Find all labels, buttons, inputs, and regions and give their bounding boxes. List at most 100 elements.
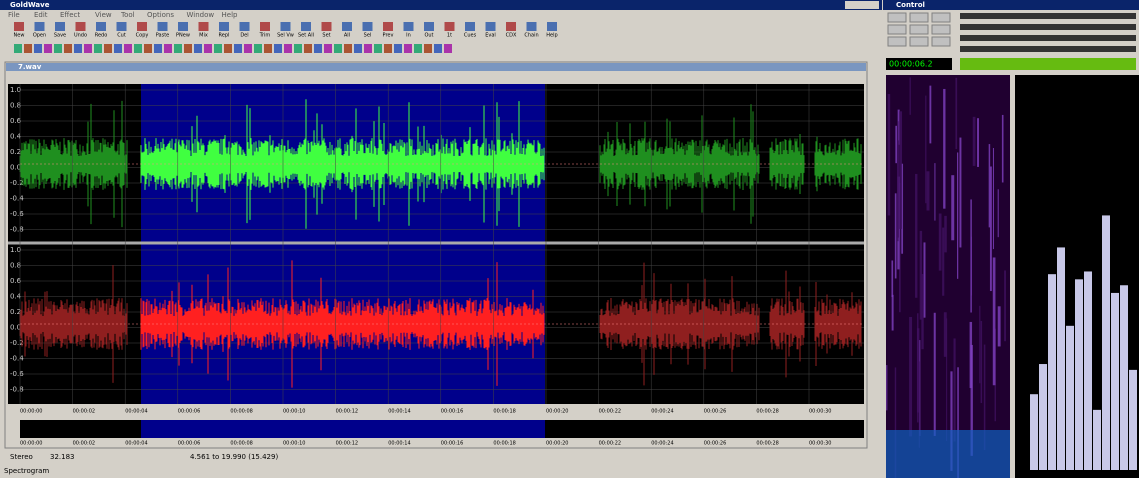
toolbar-icon[interactable] — [14, 22, 24, 31]
effect-icon[interactable] — [334, 44, 342, 53]
toolbar-label[interactable]: Help — [546, 33, 557, 39]
toolbar-label[interactable]: New — [14, 33, 25, 39]
toolbar-label[interactable]: Prev — [383, 33, 394, 39]
toolbar-label[interactable]: Eval — [485, 33, 496, 39]
toolbar-icon[interactable] — [363, 22, 373, 31]
effect-icon[interactable] — [124, 44, 132, 53]
toolbar-icon[interactable] — [424, 22, 434, 31]
toolbar-icon[interactable] — [137, 22, 147, 31]
toolbar-icon[interactable] — [96, 22, 106, 31]
toolbar-icon[interactable] — [404, 22, 414, 31]
slider[interactable] — [960, 46, 1136, 52]
toolbar-label[interactable]: Open — [33, 33, 46, 39]
toolbar-label[interactable]: Mix — [199, 33, 208, 39]
transport-button[interactable] — [910, 37, 928, 46]
toolbar-label[interactable]: Chain — [524, 33, 538, 39]
slider[interactable] — [960, 35, 1136, 41]
transport-button[interactable] — [932, 25, 950, 34]
toolbar-label[interactable]: Save — [54, 33, 66, 39]
effect-icon[interactable] — [324, 44, 332, 53]
effect-icon[interactable] — [394, 44, 402, 53]
toolbar-icon[interactable] — [55, 22, 65, 31]
effect-icon[interactable] — [14, 44, 22, 53]
toolbar-icon[interactable] — [178, 22, 188, 31]
toolbar-label[interactable]: Undo — [74, 33, 87, 39]
effect-icon[interactable] — [274, 44, 282, 53]
transport-button[interactable] — [888, 37, 906, 46]
effect-icon[interactable] — [154, 44, 162, 53]
transport-button[interactable] — [932, 37, 950, 46]
menu-item[interactable]: Help — [222, 11, 239, 19]
effect-icon[interactable] — [434, 44, 442, 53]
transport-button[interactable] — [932, 13, 950, 22]
toolbar-icon[interactable] — [322, 22, 332, 31]
toolbar-icon[interactable] — [219, 22, 229, 31]
effect-icon[interactable] — [24, 44, 32, 53]
toolbar-label[interactable]: Copy — [136, 33, 149, 39]
effect-icon[interactable] — [284, 44, 292, 53]
effect-icon[interactable] — [94, 44, 102, 53]
effect-icon[interactable] — [194, 44, 202, 53]
effect-icon[interactable] — [344, 44, 352, 53]
effect-icon[interactable] — [414, 44, 422, 53]
toolbar-icon[interactable] — [240, 22, 250, 31]
effect-icon[interactable] — [314, 44, 322, 53]
window-buttons[interactable] — [845, 1, 879, 9]
menu-item[interactable]: Tool — [120, 11, 135, 19]
effect-icon[interactable] — [384, 44, 392, 53]
effect-icon[interactable] — [104, 44, 112, 53]
slider[interactable] — [960, 24, 1136, 30]
effect-icon[interactable] — [294, 44, 302, 53]
toolbar-icon[interactable] — [547, 22, 557, 31]
transport-button[interactable] — [910, 25, 928, 34]
slider[interactable] — [960, 13, 1136, 19]
effect-icon[interactable] — [404, 44, 412, 53]
toolbar-icon[interactable] — [281, 22, 291, 31]
toolbar-label[interactable]: CDX — [506, 33, 517, 39]
toolbar-label[interactable]: Set — [322, 33, 330, 39]
menu-item[interactable]: Window — [187, 11, 215, 19]
effect-icon[interactable] — [354, 44, 362, 53]
toolbar-icon[interactable] — [506, 22, 516, 31]
toolbar-label[interactable]: In — [406, 33, 411, 39]
effect-icon[interactable] — [34, 44, 42, 53]
toolbar-icon[interactable] — [486, 22, 496, 31]
effect-icon[interactable] — [174, 44, 182, 53]
toolbar-label[interactable]: 1t — [447, 33, 452, 39]
effect-icon[interactable] — [184, 44, 192, 53]
menu-item[interactable]: View — [95, 11, 112, 19]
toolbar-label[interactable]: Set All — [298, 33, 314, 39]
effect-icon[interactable] — [424, 44, 432, 53]
effect-icon[interactable] — [74, 44, 82, 53]
effect-icon[interactable] — [234, 44, 242, 53]
toolbar-icon[interactable] — [76, 22, 86, 31]
effect-icon[interactable] — [204, 44, 212, 53]
toolbar-icon[interactable] — [199, 22, 209, 31]
effect-icon[interactable] — [264, 44, 272, 53]
toolbar-label[interactable]: Sel — [364, 33, 372, 39]
toolbar-icon[interactable] — [445, 22, 455, 31]
toolbar-icon[interactable] — [383, 22, 393, 31]
transport-button[interactable] — [888, 25, 906, 34]
toolbar-label[interactable]: Trim — [259, 33, 271, 39]
toolbar-icon[interactable] — [465, 22, 475, 31]
toolbar-label[interactable]: Del — [240, 33, 248, 39]
effect-icon[interactable] — [134, 44, 142, 53]
effect-icon[interactable] — [114, 44, 122, 53]
toolbar-label[interactable]: Sel Vw — [277, 33, 294, 39]
toolbar-label[interactable]: Paste — [156, 33, 170, 39]
effect-icon[interactable] — [224, 44, 232, 53]
toolbar-icon[interactable] — [260, 22, 270, 31]
effect-icon[interactable] — [144, 44, 152, 53]
effect-icon[interactable] — [164, 44, 172, 53]
toolbar-icon[interactable] — [35, 22, 45, 31]
effect-icon[interactable] — [44, 44, 52, 53]
effect-icon[interactable] — [254, 44, 262, 53]
toolbar-label[interactable]: Out — [424, 33, 433, 39]
menu-item[interactable]: Options — [147, 11, 174, 19]
menu-item[interactable]: Effect — [60, 11, 80, 19]
toolbar-label[interactable]: Cues — [464, 33, 477, 39]
transport-button[interactable] — [888, 13, 906, 22]
effect-icon[interactable] — [214, 44, 222, 53]
toolbar-icon[interactable] — [342, 22, 352, 31]
